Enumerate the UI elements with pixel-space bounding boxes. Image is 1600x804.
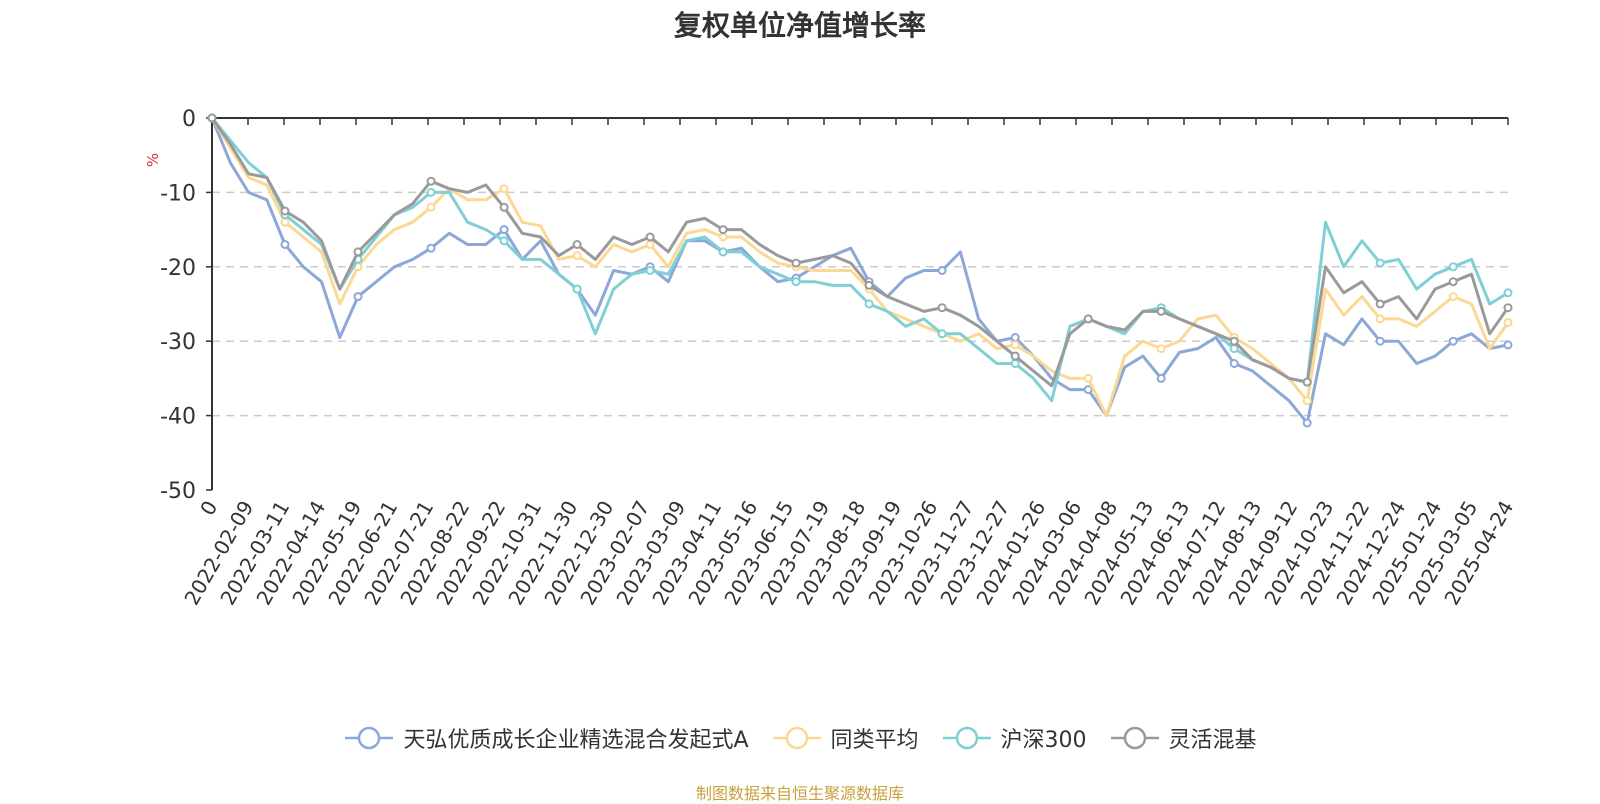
data-point [426, 202, 436, 212]
data-point [791, 277, 801, 287]
series-line-4 [210, 117, 1510, 388]
data-point [718, 225, 728, 235]
data-point [1375, 299, 1385, 309]
data-point [1375, 258, 1385, 268]
legend-marker-icon [1110, 726, 1159, 750]
data-point [1503, 340, 1513, 350]
legend-label: 灵活混基 [1168, 728, 1257, 753]
data-point [1302, 396, 1312, 406]
legend-marker-icon [345, 726, 394, 750]
data-point [280, 206, 290, 216]
data-point [280, 240, 290, 249]
data-point [1010, 359, 1020, 368]
legend-label: 同类平均 [830, 728, 919, 753]
data-point [864, 299, 874, 309]
data-point [645, 240, 655, 249]
data-point [499, 202, 509, 212]
data-point [572, 284, 582, 294]
legend-item-1[interactable]: 天弘优质成长企业精选混合发起式A [343, 722, 749, 754]
data-point [1156, 306, 1166, 316]
data-point [937, 303, 947, 313]
data-point [1010, 333, 1020, 342]
data-point [1503, 303, 1513, 313]
data-point [1229, 336, 1239, 346]
data-point [1156, 373, 1166, 383]
data-point [1448, 262, 1458, 272]
legend-label: 天弘优质成长企业精选混合发起式A [403, 728, 749, 753]
data-point [499, 236, 509, 246]
data-point [864, 280, 874, 290]
y-tick-label: -40 [160, 405, 196, 430]
legend-marker-icon [942, 726, 991, 750]
data-point [499, 225, 509, 235]
data-source-footer: 制图数据来自恒生聚源数据库 [695, 784, 904, 803]
data-point [353, 247, 363, 257]
series-line-1 [210, 117, 1509, 425]
data-point [1302, 377, 1312, 387]
data-point [718, 247, 728, 257]
y-axis-unit-label: % [144, 153, 162, 167]
data-point [1448, 336, 1458, 346]
data-point [1503, 318, 1513, 328]
data-point [207, 113, 217, 123]
legend-label: 沪深300 [1000, 728, 1087, 753]
data-point [1010, 340, 1020, 350]
y-tick-label: -30 [160, 330, 196, 355]
data-point [1448, 292, 1458, 302]
data-point [937, 266, 947, 275]
chart-title: 复权单位净值增长率 [673, 9, 926, 42]
data-point [1229, 344, 1239, 354]
data-point [645, 266, 655, 275]
data-point [426, 176, 436, 186]
data-point [1302, 418, 1312, 428]
legend-item-4[interactable]: 灵活混基 [1109, 722, 1257, 754]
x-tick-label: 0 [195, 497, 222, 520]
legend: 天弘优质成长企业精选混合发起式A 同类平均 沪深300 灵活混基 [0, 722, 1600, 754]
data-point [1083, 373, 1093, 383]
data-point [937, 329, 947, 339]
data-point [1448, 277, 1458, 287]
data-point [572, 251, 582, 261]
data-point [426, 187, 436, 197]
data-point [572, 240, 582, 249]
data-point [1375, 314, 1385, 324]
data-point [1083, 385, 1093, 395]
y-tick-label: 0 [182, 107, 196, 132]
data-point [645, 232, 655, 242]
data-point [1375, 336, 1385, 346]
data-point [353, 292, 363, 302]
data-point [1156, 344, 1166, 354]
data-point [499, 184, 509, 194]
data-point [1503, 288, 1513, 298]
y-tick-label: -50 [160, 479, 196, 504]
legend-item-3[interactable]: 沪深300 [941, 722, 1087, 754]
y-tick-label: -20 [160, 256, 196, 281]
data-point [791, 258, 801, 268]
legend-marker-icon [772, 726, 821, 750]
series-lines [207, 113, 1513, 428]
y-tick-label: -10 [160, 181, 196, 206]
data-point [1010, 351, 1020, 361]
data-point [426, 243, 436, 253]
data-point [718, 232, 728, 242]
data-point [1229, 359, 1239, 368]
data-point [280, 217, 290, 227]
legend-item-2[interactable]: 同类平均 [771, 722, 919, 754]
data-point [1083, 314, 1093, 324]
